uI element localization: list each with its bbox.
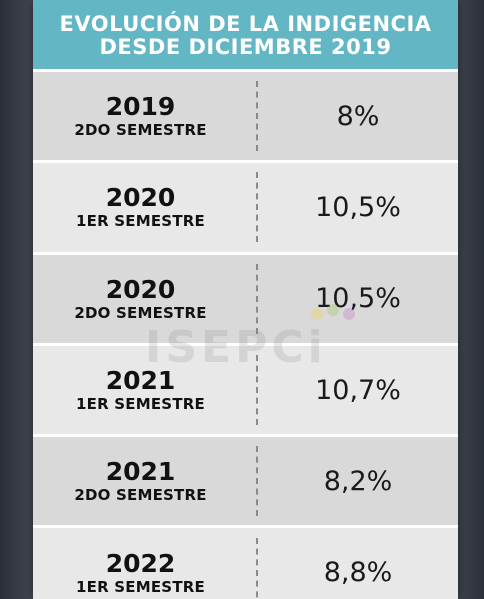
dashed-divider xyxy=(256,81,258,152)
period-cell: 2022 1ER SEMESTRE xyxy=(33,548,248,596)
period-cell: 2020 2DO SEMESTRE xyxy=(33,274,248,322)
watermark-dot-icon xyxy=(327,304,339,316)
value-cell: 10,5% xyxy=(315,191,401,223)
watermark-dot-icon xyxy=(311,308,323,320)
dashed-divider xyxy=(256,172,258,243)
year-label: 2020 xyxy=(105,274,176,304)
watermark-dot-icon xyxy=(343,308,355,320)
year-label: 2020 xyxy=(105,183,176,213)
data-table: 2019 2DO SEMESTRE 8% 2020 1ER SEMESTRE 1… xyxy=(33,69,458,599)
value-cell: 10,5% xyxy=(315,283,401,315)
year-label: 2021 xyxy=(105,366,176,396)
semester-label: 2DO SEMESTRE xyxy=(74,486,207,505)
table-header: EVOLUCIÓN DE LA INDIGENCIA DESDE DICIEMB… xyxy=(33,0,458,69)
table-row: 2020 2DO SEMESTRE 10,5% xyxy=(33,251,458,343)
semester-label: 2DO SEMESTRE xyxy=(74,121,207,140)
header-title: EVOLUCIÓN DE LA INDIGENCIA xyxy=(59,11,432,36)
period-cell: 2019 2DO SEMESTRE xyxy=(33,92,248,140)
table-row: 2022 1ER SEMESTRE 8,8% xyxy=(33,525,458,599)
dashed-divider xyxy=(256,355,258,426)
period-cell: 2020 1ER SEMESTRE xyxy=(33,183,248,231)
semester-label: 1ER SEMESTRE xyxy=(76,212,205,231)
table-row: 2019 2DO SEMESTRE 8% xyxy=(33,69,458,161)
period-cell: 2021 2DO SEMESTRE xyxy=(33,457,248,505)
year-label: 2019 xyxy=(105,92,176,122)
table-row: 2020 1ER SEMESTRE 10,5% xyxy=(33,160,458,252)
year-label: 2022 xyxy=(105,548,176,578)
value-cell: 8,8% xyxy=(323,557,393,589)
header-subtitle: DESDE DICIEMBRE 2019 xyxy=(99,34,392,59)
dashed-divider xyxy=(256,537,258,599)
value-cell: 10,7% xyxy=(315,374,401,406)
period-cell: 2021 1ER SEMESTRE xyxy=(33,366,248,414)
dashed-divider xyxy=(256,446,258,517)
table-row: 2021 2DO SEMESTRE 8,2% xyxy=(33,434,458,526)
year-label: 2021 xyxy=(105,457,176,487)
semester-label: 2DO SEMESTRE xyxy=(74,303,207,322)
indigence-table-card: EVOLUCIÓN DE LA INDIGENCIA DESDE DICIEMB… xyxy=(33,0,458,599)
value-cell: 8% xyxy=(336,100,380,132)
semester-label: 1ER SEMESTRE xyxy=(76,395,205,414)
value-cell: 8,2% xyxy=(323,465,393,497)
dashed-divider xyxy=(256,263,258,334)
semester-label: 1ER SEMESTRE xyxy=(76,577,205,596)
table-row: 2021 1ER SEMESTRE 10,7% xyxy=(33,342,458,435)
